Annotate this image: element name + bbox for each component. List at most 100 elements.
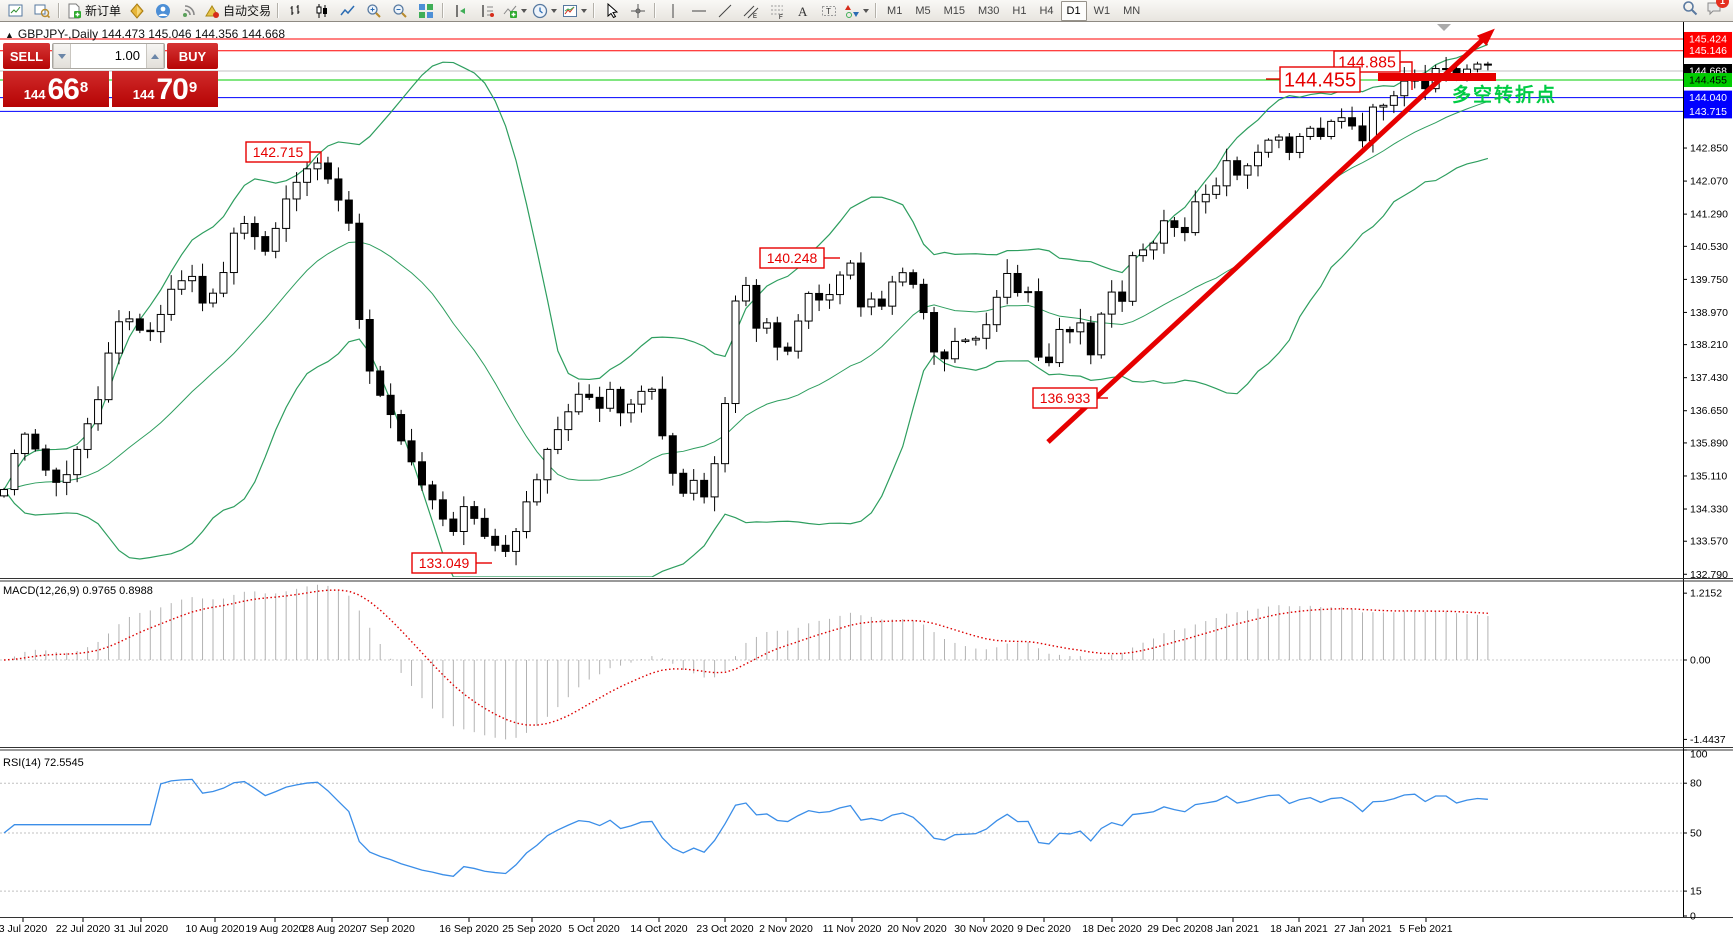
timeframe-m1-button[interactable]: M1 bbox=[887, 4, 903, 17]
svg-text:136.933: 136.933 bbox=[1040, 390, 1091, 406]
indicators-icon bbox=[502, 3, 518, 19]
main-toolbar: 新订单 自动交易 E F A T M1 M5 M15 M30 H1 H4 D1 W1 MN 1 bbox=[0, 0, 1733, 22]
trendline-icon bbox=[717, 3, 733, 19]
annotations-layer[interactable]: 142.715140.248136.933133.049144.885144.4… bbox=[245, 24, 1557, 574]
trade-buttons-row: SELL 1.00 BUY bbox=[3, 43, 218, 69]
sell-price[interactable]: 144 66 8 bbox=[3, 71, 109, 107]
candles-layer[interactable] bbox=[0, 43, 1492, 577]
text-icon[interactable]: A bbox=[790, 1, 815, 21]
rsi-label: RSI(14) 72.5545 bbox=[3, 757, 84, 769]
trend-arrow-line[interactable] bbox=[1046, 36, 1487, 444]
trendline-icon[interactable] bbox=[712, 1, 737, 21]
time-axis[interactable]: 3 Jul 2020 22 Jul 2020 31 Jul 2020 10 Aug 2… bbox=[0, 918, 1453, 935]
svg-text:138.210: 138.210 bbox=[1690, 339, 1728, 351]
svg-text:27 Jan 2021: 27 Jan 2021 bbox=[1334, 923, 1392, 935]
timeframe-m5-button[interactable]: M5 bbox=[915, 4, 931, 17]
new-order-button[interactable]: 新订单 bbox=[64, 1, 123, 21]
svg-text:144.455: 144.455 bbox=[1689, 75, 1727, 87]
price-note-136933[interactable]: 136.933 bbox=[1032, 387, 1108, 409]
price-note-140248[interactable]: 140.248 bbox=[759, 247, 840, 269]
svg-text:1.2152: 1.2152 bbox=[1690, 588, 1722, 600]
timeframe-d1-button[interactable]: D1 bbox=[1060, 0, 1087, 21]
svg-text:3 Jul 2020: 3 Jul 2020 bbox=[0, 923, 47, 935]
svg-text:134.330: 134.330 bbox=[1690, 504, 1728, 516]
price-note-142715[interactable]: 142.715 bbox=[245, 141, 322, 163]
buy-button[interactable]: BUY bbox=[167, 43, 218, 69]
search-icon[interactable] bbox=[1682, 0, 1698, 21]
zoom-out-icon bbox=[392, 3, 408, 19]
svg-text:28 Aug 2020: 28 Aug 2020 bbox=[303, 923, 362, 935]
crosshair-icon[interactable] bbox=[625, 1, 650, 21]
profiles-icon[interactable] bbox=[29, 1, 54, 21]
svg-text:18 Jan 2021: 18 Jan 2021 bbox=[1270, 923, 1328, 935]
toolbar-right-group: 1 bbox=[1682, 0, 1730, 21]
volume-input[interactable]: 1.00 bbox=[114, 48, 140, 63]
svg-text:142.850: 142.850 bbox=[1690, 143, 1728, 155]
autoscroll-icon[interactable] bbox=[474, 1, 499, 21]
chart-shift-icon[interactable] bbox=[448, 1, 473, 21]
resistance-bar[interactable] bbox=[1378, 73, 1496, 81]
svg-text:2 Nov 2020: 2 Nov 2020 bbox=[759, 923, 813, 935]
price-note-133049[interactable]: 133.049 bbox=[411, 552, 492, 574]
timeframe-m15-button[interactable]: M15 bbox=[943, 4, 965, 17]
sell-button[interactable]: SELL bbox=[3, 43, 50, 69]
macd-label: MACD(12,26,9) 0.9765 0.8988 bbox=[3, 585, 153, 597]
svg-text:142.070: 142.070 bbox=[1690, 176, 1728, 188]
macd-pane[interactable] bbox=[0, 584, 1683, 740]
price-scale[interactable]: 142.850 142.070 141.290 140.530 139.750 138.9… bbox=[1683, 22, 1732, 918]
volume-increase-button[interactable] bbox=[146, 44, 164, 68]
svg-text:F: F bbox=[779, 15, 783, 19]
svg-text:100: 100 bbox=[1690, 749, 1708, 761]
bars-chart-icon bbox=[288, 3, 304, 19]
tile-windows-icon[interactable] bbox=[413, 1, 438, 21]
price-chart[interactable]: 142.850 142.070 141.290 140.530 139.750 138.9… bbox=[0, 22, 1733, 942]
timeframe-h1-button[interactable]: H1 bbox=[1012, 4, 1027, 17]
svg-text:144.040: 144.040 bbox=[1689, 92, 1727, 104]
one-click-collapse-toggle[interactable]: ▲ bbox=[5, 30, 14, 40]
bars-chart-icon[interactable] bbox=[283, 1, 308, 21]
channel-icon[interactable]: E bbox=[738, 1, 763, 21]
svg-text:29 Dec 2020: 29 Dec 2020 bbox=[1147, 923, 1207, 935]
rsi-pane[interactable] bbox=[0, 778, 1683, 892]
autotrade-button[interactable]: 自动交易 bbox=[202, 1, 273, 21]
toolbar-separator bbox=[875, 3, 878, 18]
price-note-144455[interactable]: 144.455 bbox=[1266, 66, 1361, 93]
community-icon[interactable] bbox=[150, 1, 175, 21]
svg-text:T: T bbox=[826, 7, 831, 16]
timeframe-h4-button[interactable]: H4 bbox=[1039, 4, 1054, 17]
timeframe-m30-button[interactable]: M30 bbox=[978, 4, 1000, 17]
cursor-icon bbox=[604, 2, 620, 19]
label-icon[interactable]: T bbox=[816, 1, 841, 21]
buy-price[interactable]: 144 70 9 bbox=[112, 71, 218, 107]
arrow-up-icon bbox=[151, 53, 159, 59]
signals-icon[interactable] bbox=[176, 1, 201, 21]
hline-icon[interactable] bbox=[686, 1, 711, 21]
toolbar-separator bbox=[593, 3, 596, 18]
indicators-icon[interactable] bbox=[500, 1, 529, 21]
chart-shift-marker[interactable] bbox=[1437, 24, 1451, 31]
notifications-icon[interactable]: 1 bbox=[1706, 0, 1729, 21]
zoom-in-icon[interactable] bbox=[361, 1, 386, 21]
line-chart-icon[interactable] bbox=[335, 1, 360, 21]
zoom-out-icon[interactable] bbox=[387, 1, 412, 21]
trend-note-text[interactable]: 多空转折点 bbox=[1452, 83, 1557, 106]
toolbar-separator bbox=[277, 3, 280, 18]
shapes-icon[interactable] bbox=[842, 1, 871, 21]
cursor-icon[interactable] bbox=[599, 1, 624, 21]
svg-text:11 Nov 2020: 11 Nov 2020 bbox=[823, 923, 882, 935]
text-icon: A bbox=[795, 3, 811, 19]
candle-chart-icon[interactable] bbox=[309, 1, 334, 21]
new-chart-icon[interactable] bbox=[3, 1, 28, 21]
timeframe-mn-button[interactable]: MN bbox=[1123, 4, 1141, 17]
volume-control: 1.00 bbox=[52, 43, 165, 69]
timeframe-w1-button[interactable]: W1 bbox=[1093, 4, 1111, 17]
vline-icon[interactable] bbox=[660, 1, 685, 21]
templates-icon[interactable] bbox=[560, 1, 589, 21]
volume-decrease-button[interactable] bbox=[53, 44, 71, 68]
mql-market-icon bbox=[129, 2, 145, 19]
mql-market-icon[interactable] bbox=[124, 1, 149, 21]
fibo-icon[interactable]: F bbox=[764, 1, 789, 21]
periods-icon[interactable] bbox=[530, 1, 559, 21]
svg-text:9 Dec 2020: 9 Dec 2020 bbox=[1017, 923, 1071, 935]
